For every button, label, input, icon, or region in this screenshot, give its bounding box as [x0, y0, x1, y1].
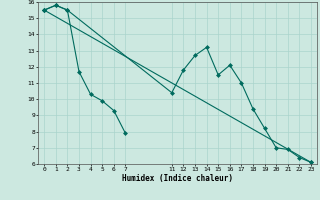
X-axis label: Humidex (Indice chaleur): Humidex (Indice chaleur) — [122, 174, 233, 183]
